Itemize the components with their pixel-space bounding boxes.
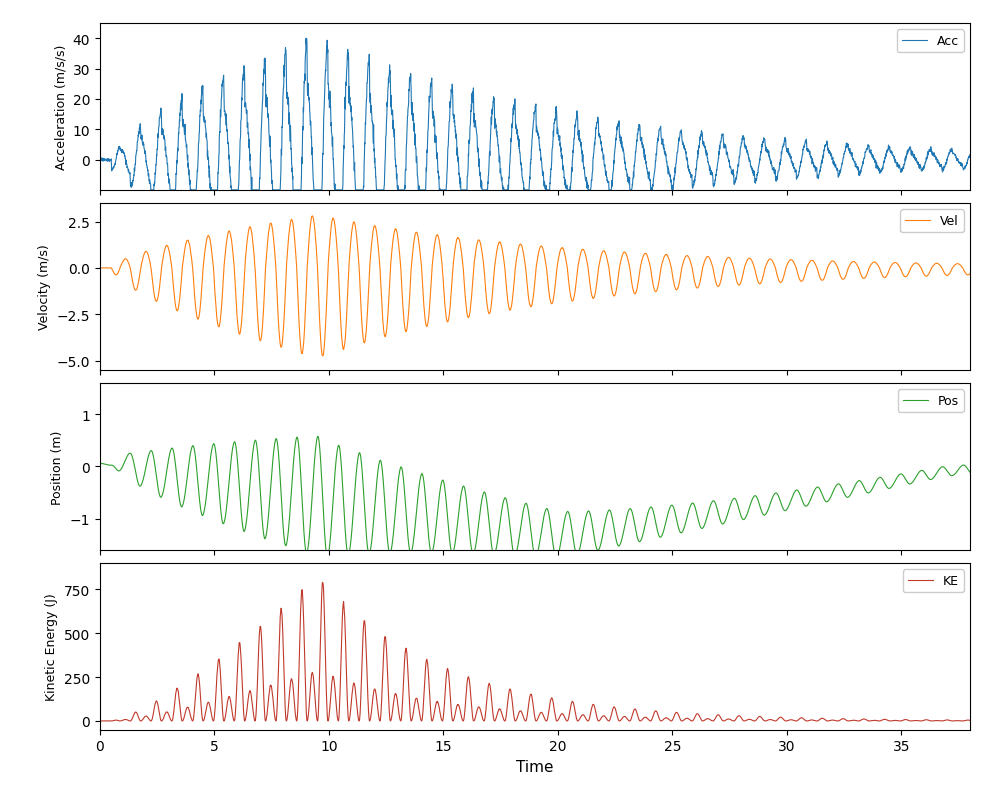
Legend: Vel: Vel (900, 210, 964, 233)
Y-axis label: Position (m): Position (m) (51, 430, 64, 504)
Y-axis label: Velocity (m/s): Velocity (m/s) (38, 245, 51, 330)
Legend: Acc: Acc (896, 30, 964, 53)
Legend: KE: KE (903, 569, 964, 593)
Legend: Pos: Pos (898, 390, 964, 413)
Y-axis label: Kinetic Energy (J): Kinetic Energy (J) (45, 593, 58, 700)
Y-axis label: Acceleration (m/s/s): Acceleration (m/s/s) (54, 45, 67, 170)
X-axis label: Time: Time (516, 759, 554, 774)
